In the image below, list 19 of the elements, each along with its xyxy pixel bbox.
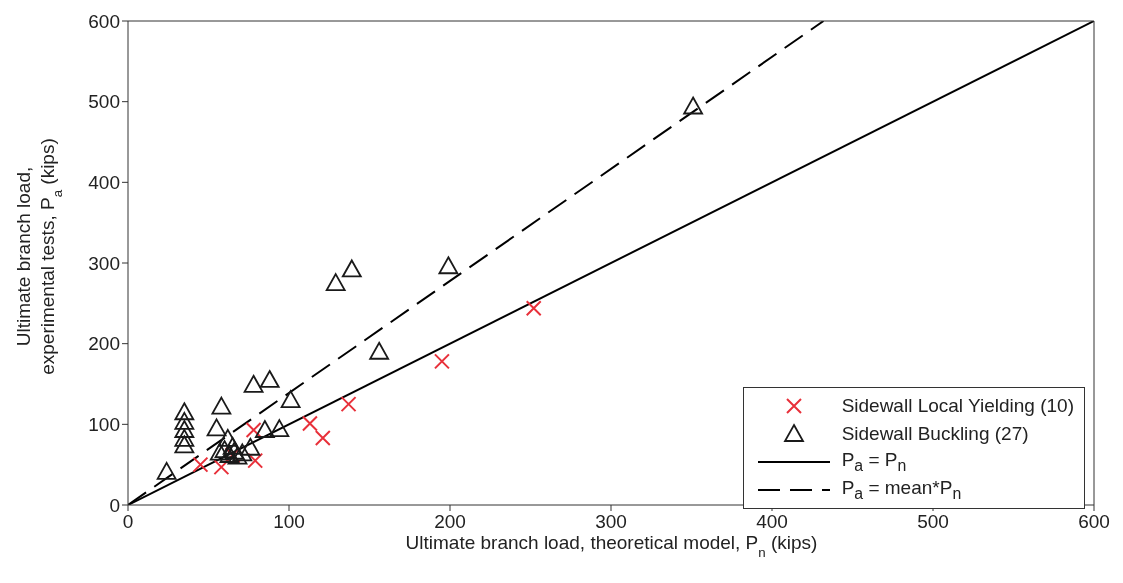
y-tick-label: 500: [88, 91, 120, 113]
legend-label: Sidewall Buckling (27): [841, 423, 1029, 445]
y-tick-label: 0: [109, 494, 120, 516]
legend-label: P$_{a}$ = P$_{n}$: [841, 449, 907, 475]
y-tick-label: 400: [88, 172, 120, 194]
x-tick-label: 100: [273, 511, 305, 533]
legend-label: Sidewall Local Yielding (10): [841, 395, 1074, 417]
x-tick-label: 500: [917, 511, 949, 533]
x-tick-label: 0: [122, 511, 134, 533]
x-tick-label: 600: [1078, 511, 1110, 533]
x-tick-label: 300: [595, 511, 627, 533]
y-tick-label: 300: [88, 252, 120, 274]
legend-label: P$_{a}$ = mean*P$_{n}$: [841, 477, 962, 503]
y-tick-label: 200: [88, 333, 120, 355]
y-tick-label: 600: [88, 10, 120, 32]
x-tick-label: 400: [756, 511, 788, 533]
x-tick-label: 200: [434, 511, 466, 533]
x-axis-title: Ultimate branch load, theoretical model, P$_{n}$ (kips): [405, 532, 818, 560]
y-tick-label: 100: [88, 414, 120, 436]
